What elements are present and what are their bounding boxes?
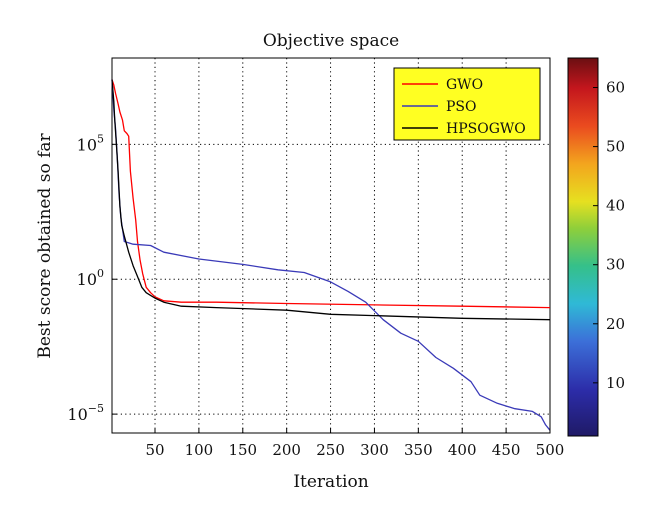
colorbar-tick-label: 60 (606, 79, 625, 97)
colorbar-ticks: 10 20 30 40 50 60 (593, 79, 625, 392)
series-lines (111, 79, 551, 431)
legend: GWO PSO HPSOGWO (393, 67, 541, 141)
colorbar-tick-label: 40 (606, 197, 625, 215)
legend-label-gwo: GWO (446, 77, 483, 93)
x-axis-label: Iteration (293, 472, 368, 492)
y-tick-base: 10 (77, 270, 97, 289)
x-tick-label: 500 (536, 441, 565, 459)
x-tick-label: 300 (360, 441, 389, 459)
y-tick-label: 105 (77, 132, 104, 154)
x-tick-label: 50 (145, 441, 164, 459)
legend-label-pso: PSO (446, 99, 477, 115)
y-axis-label: Best score obtained so far (35, 132, 55, 358)
colorbar-tick-label: 10 (606, 374, 625, 392)
colorbar: 10 20 30 40 50 60 (567, 57, 625, 437)
y-tick-base: 10 (77, 135, 97, 154)
x-tick-label: 250 (316, 441, 345, 459)
legend-entries: GWO PSO HPSOGWO (402, 77, 526, 137)
colorbar-tick-label: 50 (606, 138, 625, 156)
x-tick-label: 150 (228, 441, 257, 459)
x-tick-label: 200 (272, 441, 301, 459)
y-tick-exponent: 0 (97, 267, 104, 280)
colorbar-tick-label: 30 (606, 256, 625, 274)
x-tick-label: 400 (448, 441, 477, 459)
x-tick-label: 350 (404, 441, 433, 459)
x-tick-label: 450 (492, 441, 521, 459)
series-line-gwo (111, 79, 551, 309)
y-tick-label: 100 (77, 267, 104, 289)
chart-title: Objective space (263, 31, 399, 51)
x-tick-label: 100 (185, 441, 214, 459)
legend-label-hpsogwo: HPSOGWO (446, 121, 526, 137)
y-tick-label: 10−5 (67, 402, 104, 424)
colorbar-tick-label: 20 (606, 315, 625, 333)
y-tick-exponent: 5 (97, 132, 104, 145)
series-line-hpsogwo (111, 79, 551, 321)
y-tick-base: 10 (67, 405, 87, 424)
y-tick-exponent: −5 (88, 402, 104, 415)
colorbar-gradient (567, 57, 599, 437)
